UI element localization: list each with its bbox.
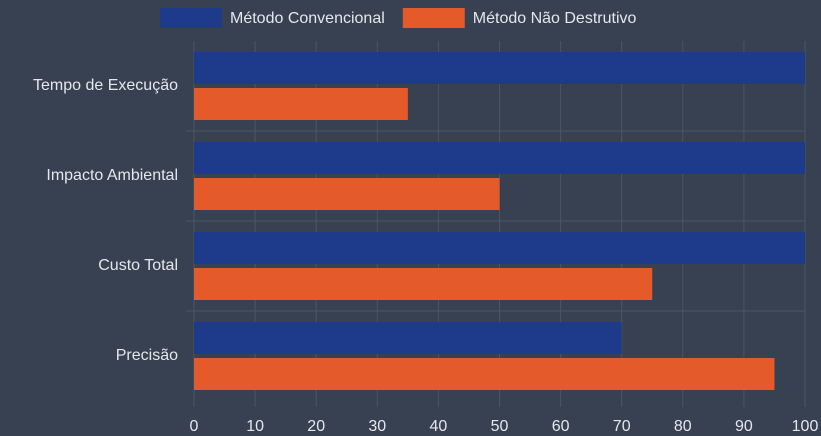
x-tick-label: 30 [368,418,386,435]
x-tick-label: 100 [792,418,819,435]
y-tick-label: Tempo de Execução [33,77,178,94]
x-tick-label: 0 [190,418,199,435]
bar [194,178,500,210]
bar [194,268,653,300]
x-tick-label: 20 [307,418,325,435]
bar [194,358,775,390]
x-tick-label: 70 [613,418,631,435]
bar [194,232,805,264]
x-tick-label: 90 [735,418,753,435]
legend-swatch [160,8,222,28]
bar [194,88,408,120]
bar [194,142,805,174]
x-tick-label: 10 [246,418,264,435]
legend-swatch [402,8,465,28]
legend-label: Método Não Destrutivo [473,10,637,27]
bar [194,322,622,354]
x-tick-label: 80 [674,418,692,435]
x-tick-label: 50 [491,418,509,435]
legend-label: Método Convencional [230,10,385,27]
x-tick-label: 40 [430,418,448,435]
y-tick-label: Custo Total [98,257,178,274]
x-tick-label: 60 [552,418,570,435]
y-tick-label: Impacto Ambiental [46,167,178,184]
bar [194,52,805,84]
y-tick-label: Precisão [116,347,178,364]
